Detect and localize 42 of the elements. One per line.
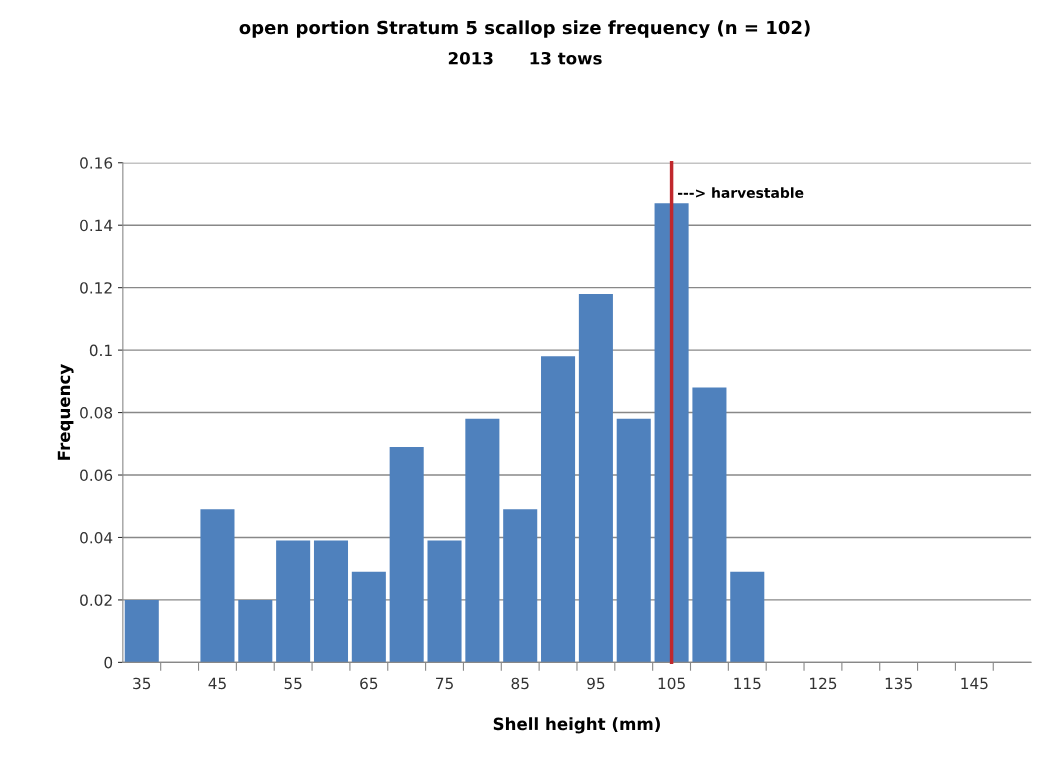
- y-tick-label: 0.16: [80, 157, 113, 169]
- x-tick-label: 65: [360, 677, 378, 690]
- x-tick-label: 105: [658, 677, 685, 690]
- x-tick-label: 45: [208, 677, 226, 690]
- bar: [503, 509, 538, 663]
- bar: [124, 599, 159, 663]
- x-tick-label: 35: [133, 677, 151, 690]
- bar: [238, 599, 273, 663]
- bar: [541, 356, 576, 663]
- bar: [654, 203, 689, 663]
- y-axis-title: Frequency: [57, 364, 74, 460]
- bar: [200, 509, 235, 663]
- bar: [389, 446, 424, 663]
- y-tick-label: 0.14: [80, 219, 113, 232]
- x-tick-label: 85: [511, 677, 529, 690]
- y-tick-label: 0.04: [80, 531, 113, 544]
- bar: [351, 571, 386, 663]
- bar: [465, 418, 500, 663]
- chart-subtitle: 2013 13 tows: [448, 51, 602, 65]
- bar: [276, 540, 311, 663]
- y-tick-label: 0: [104, 656, 113, 669]
- ref-line-label: ---> harvestable: [678, 187, 804, 199]
- bar: [616, 418, 651, 663]
- y-tick-label: 0.1: [89, 344, 112, 357]
- y-tick-label: 0.08: [80, 407, 113, 419]
- bar: [313, 540, 349, 663]
- x-tick-label: 115: [734, 677, 761, 690]
- bar: [578, 293, 613, 663]
- bar: [427, 540, 462, 663]
- x-axis-title: Shell height (mm): [493, 717, 660, 734]
- x-tick-label: 95: [587, 677, 605, 690]
- x-tick-label: 75: [436, 677, 453, 690]
- x-tick-label: 145: [961, 677, 988, 690]
- bar: [692, 387, 727, 663]
- x-tick-label: 125: [810, 677, 837, 690]
- y-tick-label: 0.02: [80, 594, 112, 606]
- chart-title: open portion Stratum 5 scallop size frequency (n = 102): [239, 20, 810, 38]
- bar: [730, 571, 765, 663]
- x-tick-label: 135: [885, 677, 912, 690]
- x-tick-label: 55: [284, 677, 302, 690]
- y-tick-label: 0.12: [80, 282, 112, 294]
- y-tick-label: 0.06: [80, 469, 113, 482]
